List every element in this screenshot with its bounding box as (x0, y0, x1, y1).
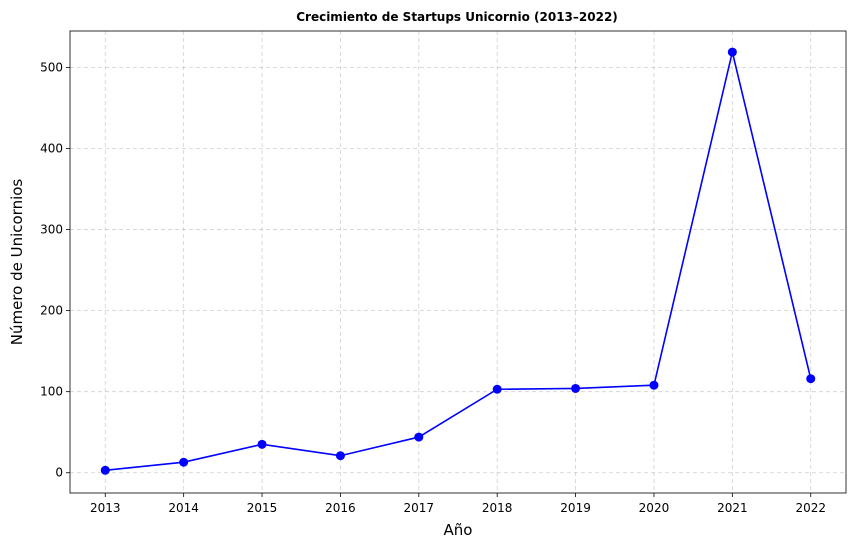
x-tick-label: 2020 (639, 501, 670, 515)
grid (70, 31, 846, 493)
x-tick-label: 2016 (325, 501, 356, 515)
x-tick-label: 2021 (717, 501, 748, 515)
x-tick-label: 2015 (247, 501, 278, 515)
data-point (100, 465, 110, 475)
x-tick-label: 2014 (168, 501, 199, 515)
data-point (727, 47, 737, 57)
y-tick-label: 500 (40, 60, 63, 74)
x-tick-label: 2017 (404, 501, 435, 515)
x-axis-label: Año (444, 521, 473, 539)
plot-frame (69, 30, 847, 494)
series-line (105, 51, 812, 472)
data-point (649, 380, 659, 390)
y-tick-label: 100 (40, 385, 63, 399)
data-point (806, 374, 816, 384)
x-tick-label: 2019 (560, 501, 591, 515)
data-point (257, 439, 267, 449)
y-tick-label: 0 (55, 466, 63, 480)
data-point (414, 432, 424, 442)
chart-title: Crecimiento de Startups Unicornio (2013–… (296, 10, 618, 24)
data-point (179, 457, 189, 467)
data-point (571, 383, 581, 393)
y-axis-label: Número de Unicornios (8, 179, 26, 346)
data-point (335, 451, 345, 461)
data-point (492, 384, 502, 394)
x-tick-label: 2022 (795, 501, 826, 515)
series-layer (100, 47, 816, 475)
y-axis: 0 100 200 300 400 500 (40, 60, 70, 480)
y-tick-label: 300 (40, 223, 63, 237)
x-tick-label: 2018 (482, 501, 513, 515)
x-axis: 2013 2014 2015 2016 2017 2018 2019 2020 2021 2022 (90, 493, 826, 515)
y-tick-label: 400 (40, 142, 63, 156)
y-tick-label: 200 (40, 304, 63, 318)
x-tick-label: 2013 (90, 501, 121, 515)
